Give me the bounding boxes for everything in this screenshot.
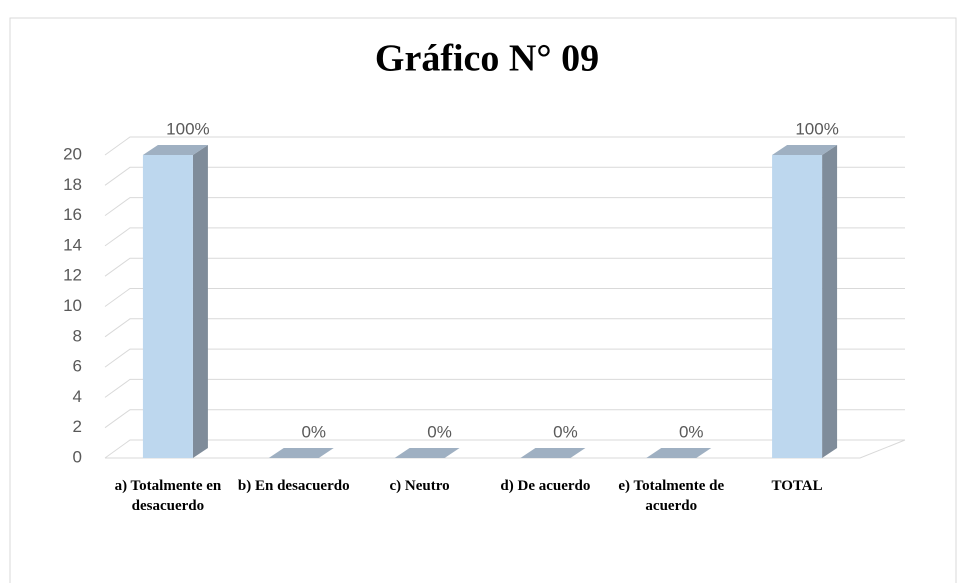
y-tick-label: 18 [63,175,82,194]
value-label: 0% [301,422,326,441]
grid-line [104,227,905,247]
x-tick-label: a) Totalmente en desacuerdo [114,478,222,514]
y-tick-label: 14 [63,235,82,254]
bar [646,448,712,458]
y-tick-label: 16 [63,205,82,224]
x-tick-label: b) En desacuerdo [237,478,350,494]
grid-line [104,378,905,398]
x-tick-label: d) De acuerdo [500,478,591,494]
x-tick-label: TOTAL [771,478,823,494]
bar-front [142,155,193,458]
bar [142,145,208,458]
bar-side [822,145,838,458]
bar-top [142,145,208,155]
bar-top [772,145,838,155]
x-tick-label: c) Neutro [389,478,450,494]
chart-title: Gráfico N° 09 [375,38,599,80]
bar-side [192,145,208,458]
x-tick-label: e) Totalmente de acuerdo [618,478,725,514]
value-label: 0% [679,422,704,441]
value-label: 100% [166,119,209,138]
bar-top [268,448,334,458]
y-tick-label: 12 [63,266,82,285]
bar-top [520,448,586,458]
y-tick-label: 4 [73,387,82,406]
bar [520,448,586,458]
y-tick-label: 8 [73,326,82,345]
grid-line [104,409,905,429]
grid-line [104,348,905,368]
y-tick-label: 2 [73,417,82,436]
y-tick-label: 10 [63,296,82,315]
grid-line [104,136,905,156]
value-label: 0% [427,422,452,441]
grid-line [104,257,905,277]
floor-edge [105,439,906,459]
grid-line [104,166,905,186]
bar-front [772,155,823,458]
y-tick-label: 6 [73,357,82,376]
value-label: 0% [553,422,578,441]
grid-line [104,439,905,459]
bar [394,448,460,458]
value-label: 100% [795,119,838,138]
grid-line [104,288,905,307]
y-tick-label: 0 [73,447,82,466]
bar [772,145,838,458]
bar-top [646,448,712,458]
bar-top [394,448,460,458]
bar [268,448,334,458]
grid-line [104,318,905,338]
grid-line [104,197,905,217]
y-tick-label: 20 [63,144,82,163]
